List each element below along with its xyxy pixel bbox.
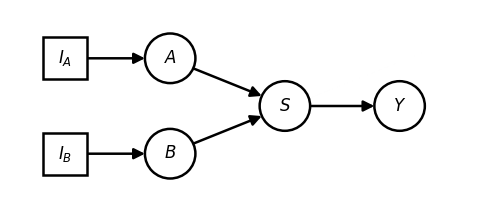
Text: $A$: $A$ [163,50,177,67]
Text: $B$: $B$ [164,145,176,162]
Text: $I_A$: $I_A$ [57,48,72,68]
Text: $S$: $S$ [279,98,291,114]
Text: $I_B$: $I_B$ [57,144,72,164]
Ellipse shape [145,129,196,179]
FancyBboxPatch shape [43,37,87,79]
Text: $Y$: $Y$ [393,98,406,114]
FancyBboxPatch shape [43,133,87,175]
Ellipse shape [260,81,310,131]
Ellipse shape [145,33,196,83]
Ellipse shape [374,81,425,131]
